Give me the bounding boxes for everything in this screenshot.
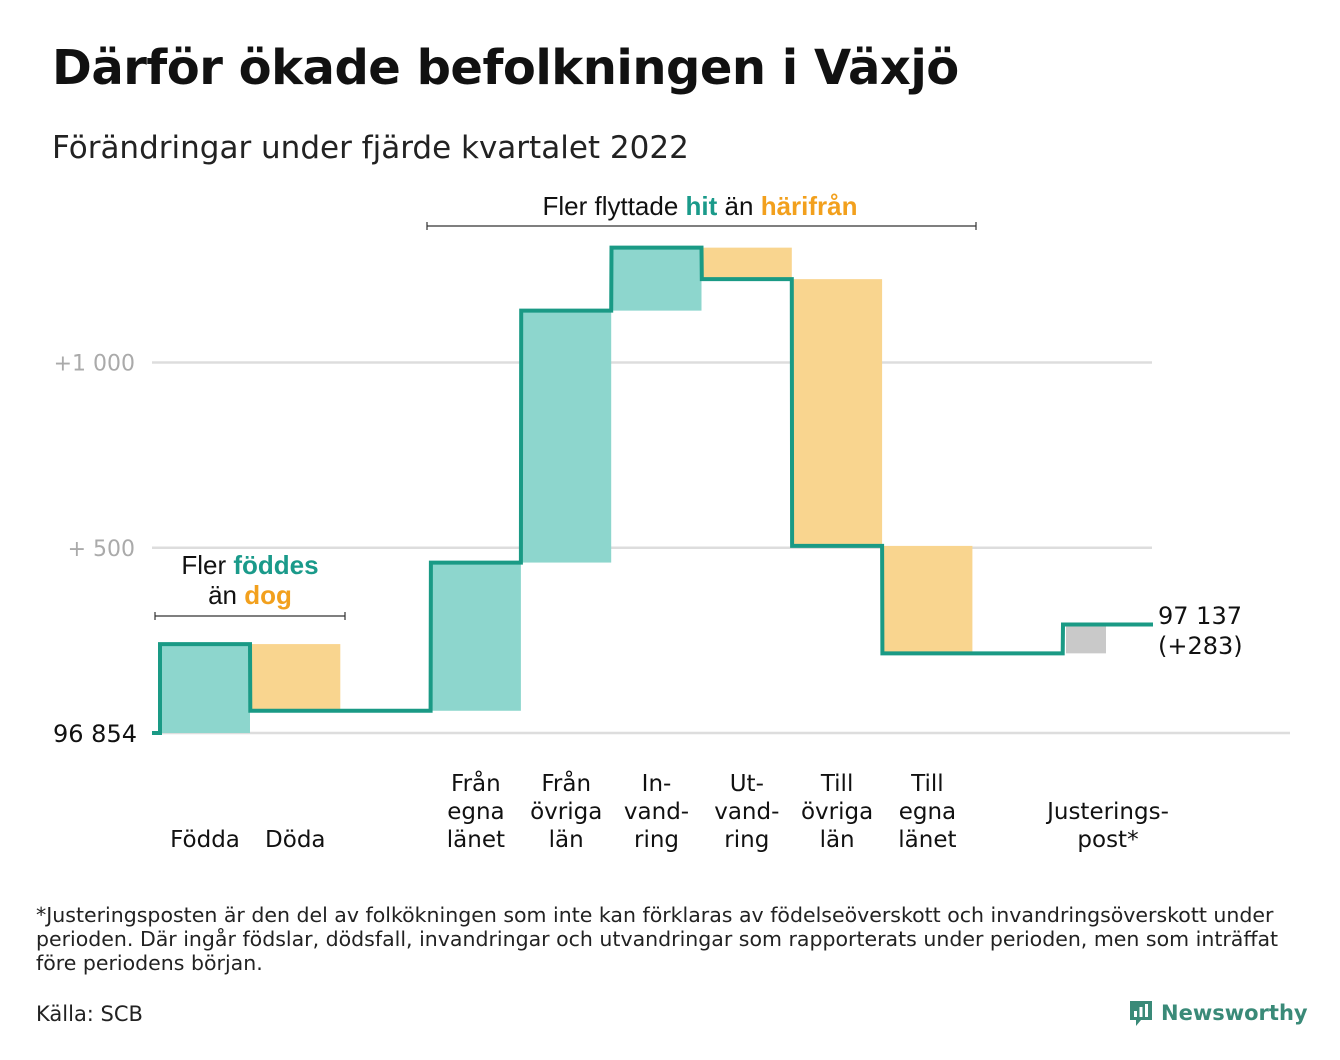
x-label: ring: [724, 827, 769, 853]
bars: [160, 247, 1106, 733]
y-tick-label: + 500: [68, 537, 135, 562]
x-label: Döda: [265, 827, 325, 853]
x-label: In-: [642, 771, 672, 797]
x-label: övriga: [530, 799, 602, 825]
births-bracket: [154, 612, 346, 620]
source-note: Källa: SCB: [36, 1002, 143, 1026]
end-change-label: (+283): [1158, 632, 1243, 660]
x-label: länet: [447, 827, 505, 853]
x-label: län: [549, 827, 584, 853]
end-value-label: 97 137: [1158, 602, 1242, 630]
start-value-label: 96 854: [53, 720, 137, 748]
grid-lines: [152, 361, 1290, 735]
births-annotation: Fler föddes än dog: [154, 550, 346, 620]
bar-increase: [521, 310, 612, 563]
births-annotation-line2: än dog: [208, 580, 292, 610]
x-label: Till: [910, 771, 944, 797]
x-label: egna: [447, 799, 504, 825]
moves-bracket: [426, 222, 977, 230]
bar-increase: [430, 562, 521, 711]
bar-decrease: [882, 545, 973, 654]
x-labels: Födda DödaFrånegnalänetFrånövrigalänIn-va…: [170, 769, 1169, 853]
x-label: Från: [541, 769, 591, 797]
moves-annotation-text: Fler flyttade hit än härifrån: [542, 191, 857, 221]
x-label: Justerings-: [1045, 799, 1169, 825]
logo[interactable]: Newsworthy: [1128, 998, 1308, 1028]
x-label: Från: [451, 769, 501, 797]
x-label: övriga: [801, 799, 873, 825]
bar-decrease: [250, 644, 341, 711]
births-annotation-line1: Fler föddes: [181, 550, 318, 580]
chart-logo-icon: [1130, 1001, 1152, 1026]
bar-increase: [611, 247, 702, 311]
x-label: länet: [898, 827, 956, 853]
logo-text: Newsworthy: [1161, 1001, 1308, 1025]
x-label: egna: [899, 799, 956, 825]
x-label: vand-: [624, 799, 689, 825]
x-label: Till: [820, 771, 854, 797]
bar-increase: [160, 644, 250, 733]
bar-decrease: [792, 279, 883, 546]
x-label: Födda: [170, 827, 240, 853]
x-label: län: [820, 827, 855, 853]
y-tick-label: +1 000: [54, 352, 135, 377]
x-label: ring: [634, 827, 679, 853]
bar-adjustment: [1066, 624, 1106, 654]
moves-annotation: Fler flyttade hit än härifrån: [426, 191, 977, 230]
y-tick-labels: + 500 +1 000: [54, 352, 135, 562]
footnote: *Justeringsposten är den del av folkökni…: [36, 903, 1279, 975]
x-label: vand-: [714, 799, 779, 825]
bar-decrease: [701, 247, 792, 280]
waterfall-chart: + 500+1 000 Födda DödaFrånegnalänetFrånöv…: [53, 191, 1290, 853]
x-label: Ut-: [730, 771, 764, 797]
page-subtitle: Förändringar under fjärde kvartalet 2022: [52, 130, 689, 166]
x-label: post*: [1077, 827, 1138, 853]
page-title: Därför ökade befolkningen i Växjö: [52, 40, 959, 96]
cumulative-step-line: [152, 245, 1153, 735]
